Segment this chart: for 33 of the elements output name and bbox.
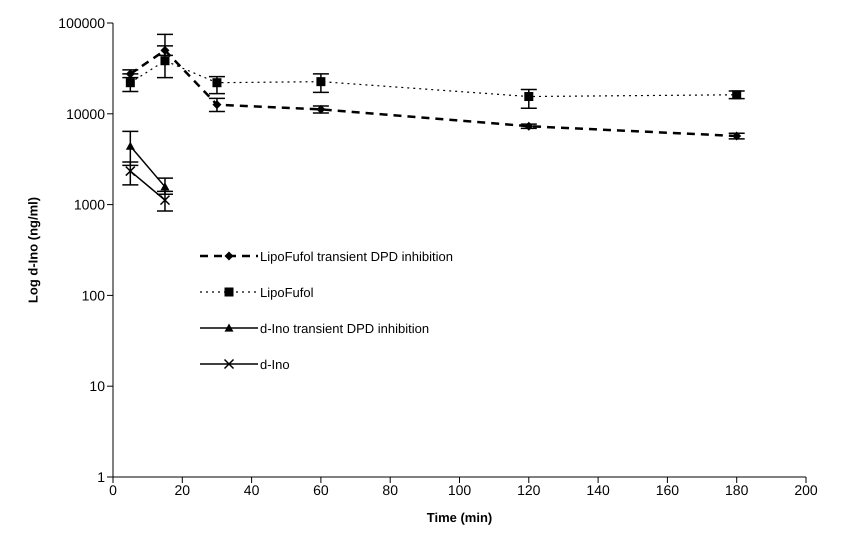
x-axis-title: Time (min) [426,510,492,525]
x-tick-label: 200 [794,482,818,498]
legend-label: LipoFufol [260,284,314,300]
x-tick-label: 160 [656,482,680,498]
y-tick-label: 10 [89,378,106,394]
legend-label: d-Ino [260,356,290,372]
x-tick-label: 180 [725,482,749,498]
y-tick-label: 100000 [58,14,106,31]
point [212,78,222,88]
point [732,90,742,100]
x-tick-label: 40 [244,482,260,498]
y-axis-title: Log d-Ino (ng/ml) [26,196,41,304]
point [126,78,135,88]
point [160,46,170,55]
point [316,77,326,86]
y-tick-label: 10000 [66,106,106,122]
point [212,100,222,110]
x-tick-label: 100 [448,482,472,498]
y-tick-label: 100 [82,287,106,304]
x-tick-label: 0 [109,482,118,498]
legend-label: d-Ino transient DPD inhibition [260,320,430,336]
y-tick-label: 1 [97,468,106,485]
y-tick-label: 1000 [74,196,106,213]
point [524,92,534,102]
x-tick-label: 20 [174,482,190,498]
point [732,131,742,140]
x-tick-label: 140 [586,482,610,498]
point [524,122,534,131]
x-tick-label: 80 [382,482,398,498]
x-tick-label: 60 [313,482,329,498]
x-tick-label: 120 [517,482,541,498]
legend-label: LipoFufol transient DPD inhibition [260,248,453,264]
point [160,56,170,66]
